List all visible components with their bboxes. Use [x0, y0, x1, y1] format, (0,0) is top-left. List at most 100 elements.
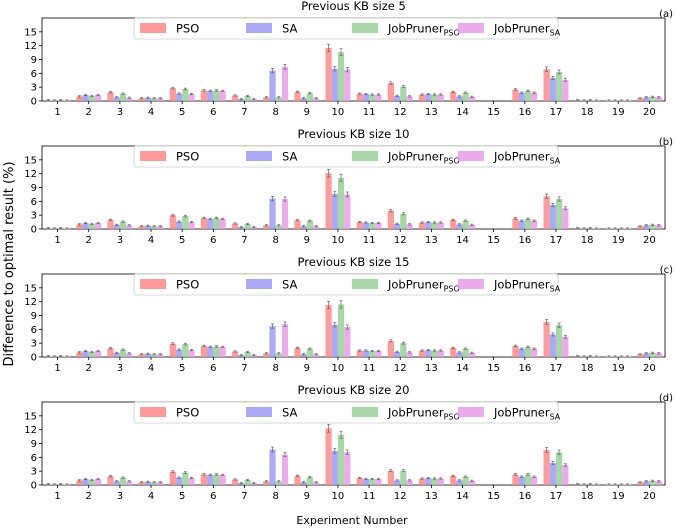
bar [450, 91, 457, 101]
bar [269, 326, 276, 357]
bar [418, 94, 426, 101]
bar [393, 95, 401, 101]
bar [406, 96, 413, 101]
x-tick-label: 11 [363, 363, 376, 374]
bar [549, 77, 556, 101]
bar [369, 351, 376, 357]
legend-label: PSO [176, 278, 199, 292]
panel-tag: (b) [659, 137, 673, 148]
x-tick-label: 19 [612, 107, 625, 118]
bar [300, 98, 307, 101]
bar [306, 477, 314, 485]
x-tick-label: 8 [272, 363, 278, 374]
legend-swatch [246, 151, 272, 161]
bar [188, 478, 195, 485]
legend-label: JobPrunerPSO [387, 278, 460, 294]
bar [462, 348, 469, 357]
bar [88, 223, 95, 229]
bar [300, 482, 307, 485]
bar [175, 93, 183, 101]
bar [562, 465, 569, 485]
panel-tag: (c) [660, 265, 673, 276]
bar [219, 474, 226, 485]
bar [188, 222, 195, 229]
bar [94, 223, 102, 229]
bar [232, 95, 239, 101]
bar [393, 223, 401, 229]
x-tick-label: 15 [487, 107, 500, 118]
bar [406, 352, 413, 357]
x-tick-label: 8 [272, 235, 278, 246]
y-tick-label: 3 [31, 83, 37, 94]
bar [281, 199, 289, 229]
bar [549, 334, 556, 357]
bar [269, 70, 276, 101]
bar [200, 217, 208, 229]
y-tick-label: 6 [31, 325, 37, 336]
bar [406, 224, 413, 229]
bar [94, 479, 102, 485]
bar [188, 350, 195, 357]
panel-title: Previous KB size 20 [298, 383, 410, 397]
bar [232, 351, 239, 357]
x-tick-label: 8 [272, 107, 278, 118]
x-tick-label: 7 [241, 491, 247, 502]
bar [313, 226, 320, 229]
bar [406, 480, 413, 485]
bar [655, 481, 662, 485]
bar [188, 94, 195, 101]
bar [344, 452, 351, 485]
legend-swatch [458, 407, 484, 417]
bar [524, 474, 532, 485]
panel-title: Previous KB size 15 [298, 255, 410, 269]
bar [400, 213, 407, 229]
bar [244, 479, 251, 485]
bar [294, 475, 301, 485]
y-tick-label: 9 [31, 311, 37, 322]
y-tick-label: 0 [31, 225, 37, 236]
bar [76, 224, 83, 229]
legend-swatch [352, 407, 378, 417]
bar [512, 89, 519, 101]
bar [337, 177, 345, 229]
bar [555, 71, 563, 101]
bar [549, 462, 556, 485]
y-tick-label: 3 [31, 211, 37, 222]
y-tick-label: 15 [24, 283, 37, 294]
legend-swatch [140, 23, 166, 33]
x-tick-label: 20 [643, 491, 656, 502]
bar [119, 349, 127, 357]
bar [387, 210, 394, 229]
legend-swatch [458, 279, 484, 289]
bar [219, 346, 226, 357]
legend-label-subscript: SA [550, 413, 561, 422]
bar [531, 220, 538, 229]
x-tick-label: 16 [518, 363, 531, 374]
bar [182, 89, 189, 101]
bar [369, 223, 376, 229]
bar [643, 97, 650, 101]
panel-tag: (a) [659, 9, 673, 20]
bar [387, 83, 394, 101]
x-tick-label: 4 [148, 491, 154, 502]
bar [138, 98, 145, 101]
y-tick-label: 12 [24, 169, 37, 180]
x-tick-label: 15 [487, 235, 500, 246]
bar [649, 480, 656, 485]
bar [468, 224, 475, 229]
bar [157, 354, 164, 357]
x-tick-label: 10 [332, 491, 345, 502]
figure-xlabel: Experiment Number [296, 514, 408, 527]
y-tick-label: 9 [31, 55, 37, 66]
y-tick-label: 6 [31, 197, 37, 208]
bar [263, 353, 270, 357]
bar [331, 68, 338, 101]
bar [418, 478, 426, 485]
bar [555, 199, 563, 229]
bar [126, 97, 133, 101]
x-tick-label: 11 [363, 107, 376, 118]
x-tick-label: 13 [425, 235, 438, 246]
x-tick-label: 3 [117, 107, 123, 118]
bar [82, 351, 89, 357]
